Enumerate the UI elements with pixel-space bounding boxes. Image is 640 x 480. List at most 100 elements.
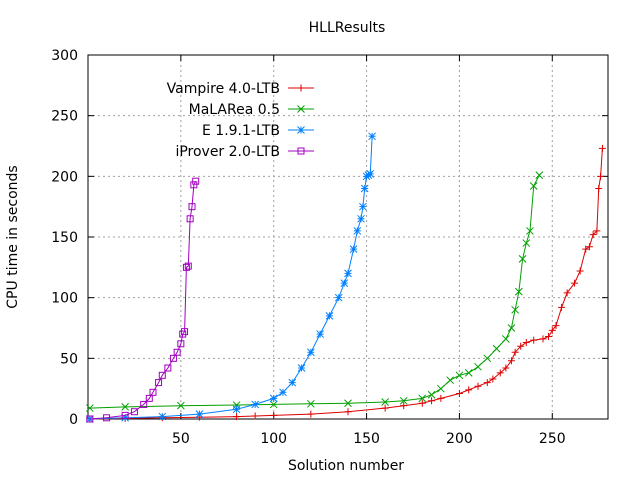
data-point-plus — [522, 339, 530, 347]
data-point-star — [316, 330, 324, 338]
data-point-star — [251, 400, 259, 409]
data-point-plus — [307, 410, 315, 418]
data-point-square — [145, 394, 153, 402]
data-point-plus — [582, 245, 590, 253]
data-point-square — [190, 181, 198, 189]
data-point-star — [279, 388, 287, 397]
data-point-plus — [558, 303, 566, 311]
data-point-star — [357, 214, 365, 223]
data-point-cross — [483, 354, 492, 363]
data-point-plus — [297, 84, 305, 92]
data-point-cross — [297, 105, 305, 113]
data-point-square — [121, 411, 129, 419]
data-point-cross — [492, 344, 501, 353]
data-point-plus — [489, 375, 497, 383]
series-3 — [86, 177, 200, 423]
legend-label: MaLARea 0.5 — [189, 102, 280, 118]
data-point-plus — [576, 267, 584, 275]
y-tick-label: 250 — [51, 109, 78, 125]
data-point-star — [340, 279, 349, 287]
data-point-plus — [589, 231, 597, 239]
data-point-plus — [511, 348, 519, 356]
data-point-star — [121, 413, 129, 422]
data-point-cross — [344, 399, 352, 408]
x-axis-label: Solution number — [288, 458, 404, 474]
data-point-star — [360, 184, 369, 193]
series-line — [89, 174, 540, 409]
data-point-cross — [307, 399, 315, 408]
data-point-plus — [270, 411, 278, 419]
data-point-plus — [233, 413, 241, 421]
data-point-cross — [177, 401, 185, 410]
data-point-cross — [121, 403, 129, 411]
data-point-plus — [344, 408, 352, 416]
series-layer — [86, 132, 606, 423]
chart-title: HLLResults — [309, 20, 386, 36]
data-point-cross — [535, 171, 544, 179]
x-tick-label: 50 — [172, 431, 190, 447]
data-point-square — [169, 354, 177, 362]
data-point-cross — [502, 335, 510, 343]
x-tick-label: 200 — [446, 431, 473, 447]
data-point-cross — [511, 305, 519, 314]
data-point-square — [182, 263, 190, 271]
data-point-plus — [595, 184, 603, 192]
data-point-square — [192, 177, 200, 185]
data-point-plus — [598, 144, 606, 152]
data-point-star — [353, 227, 362, 235]
data-point-plus — [548, 326, 556, 334]
data-point-plus — [530, 336, 538, 344]
data-point-cross — [515, 287, 523, 296]
y-tick-label: 100 — [51, 291, 78, 307]
data-point-cross — [529, 182, 538, 190]
data-point-plus — [465, 386, 473, 394]
data-point-cross — [437, 384, 445, 393]
data-point-star — [325, 312, 334, 320]
data-point-cross — [464, 369, 473, 377]
data-point-square — [179, 330, 187, 338]
data-point-square — [103, 414, 111, 422]
data-point-square — [173, 348, 181, 356]
data-point-cross — [381, 398, 389, 406]
data-point-plus — [571, 279, 579, 287]
data-point-star — [232, 405, 241, 414]
data-point-star — [307, 348, 315, 357]
data-point-plus — [474, 382, 482, 390]
data-point-star — [359, 202, 367, 211]
data-point-square — [155, 379, 163, 387]
data-point-plus — [437, 394, 445, 402]
data-point-plus — [251, 412, 259, 420]
data-point-plus — [539, 335, 547, 343]
data-point-cross — [86, 404, 94, 412]
data-point-plus — [563, 289, 571, 297]
data-point-star — [349, 245, 358, 253]
data-point-square — [149, 388, 157, 396]
series-1 — [86, 171, 544, 412]
y-tick-label: 150 — [51, 230, 78, 246]
x-tick-label: 100 — [260, 431, 287, 447]
y-tick-label: 0 — [69, 412, 78, 428]
data-point-plus — [400, 402, 408, 410]
data-point-star — [366, 170, 375, 178]
data-point-square — [86, 415, 94, 423]
series-line — [89, 136, 373, 420]
data-point-star — [86, 415, 94, 423]
data-point-cross — [427, 390, 436, 399]
series-0 — [86, 144, 606, 423]
data-point-star — [334, 293, 343, 302]
data-point-square — [140, 400, 148, 408]
legend-label: iProver 2.0-LTB — [175, 144, 280, 160]
x-tick-label: 150 — [353, 431, 380, 447]
tick-labels: 0 50 100 150 200 250 300 50 100 150 200 250 — [51, 48, 608, 447]
data-point-square — [130, 408, 138, 416]
data-point-star — [368, 132, 376, 141]
data-point-cross — [418, 394, 427, 403]
legend-label: Vampire 4.0-LTB — [167, 81, 280, 97]
data-point-cross — [446, 376, 454, 385]
data-point-square — [164, 364, 172, 372]
data-point-plus — [455, 390, 463, 398]
data-point-star — [269, 394, 278, 403]
data-point-square — [186, 215, 194, 223]
y-axis-label: CPU time in seconds — [5, 165, 21, 308]
data-point-star — [158, 412, 167, 421]
